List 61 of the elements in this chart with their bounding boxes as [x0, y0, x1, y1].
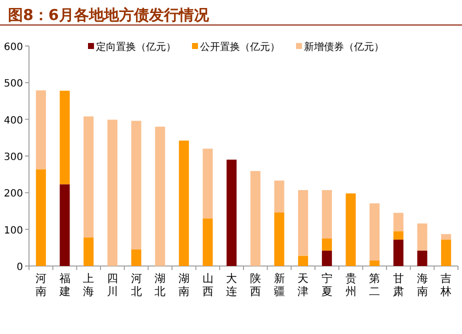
- x-tick-label: 宁夏: [321, 272, 332, 298]
- y-tick-label: 0: [16, 262, 23, 273]
- bar: [155, 126, 166, 266]
- bar: [274, 212, 284, 266]
- bar: [202, 148, 213, 218]
- x-tick-label: 四川: [106, 272, 118, 298]
- bar: [322, 190, 332, 238]
- y-tick-label: 400: [4, 115, 23, 126]
- x-tick-label: 天津: [298, 272, 309, 298]
- legend-label: 新增债券（亿元）: [304, 41, 384, 53]
- bar: [60, 184, 70, 266]
- bar: [226, 160, 237, 266]
- bar: [84, 116, 94, 238]
- bar: [393, 212, 404, 232]
- x-tick-label: 大连: [226, 272, 238, 298]
- bar: [417, 223, 428, 251]
- legend-label: 公开置换（亿元）: [200, 41, 280, 53]
- x-tick-label: 河南: [35, 272, 46, 298]
- x-tick-label: 第二: [369, 272, 380, 298]
- bar: [36, 169, 46, 266]
- bar: [298, 256, 308, 266]
- x-tick-label: 湖北: [154, 272, 166, 298]
- x-tick-label: 福建: [58, 272, 70, 298]
- bar: [84, 237, 94, 266]
- bar: [107, 120, 118, 266]
- legend-label: 定向置换（亿元）: [96, 41, 176, 53]
- y-tick-label: 100: [4, 225, 23, 236]
- bar: [202, 218, 213, 266]
- bar: [370, 260, 380, 266]
- bar: [274, 180, 284, 212]
- x-tick-label: 山西: [202, 272, 214, 298]
- bar: [417, 250, 428, 266]
- x-tick-label: 新疆: [274, 272, 285, 298]
- bar: [441, 234, 452, 240]
- bar: [60, 90, 70, 184]
- bar: [393, 240, 404, 266]
- x-tick-label: 海南: [416, 272, 428, 298]
- bar: [250, 171, 260, 266]
- y-tick-label: 200: [4, 188, 23, 200]
- bar: [441, 240, 452, 266]
- x-tick-label: 上海: [83, 272, 94, 298]
- x-tick-label: 湖南: [178, 272, 190, 298]
- x-tick-label: 吉林: [440, 272, 452, 298]
- chart-title: 图8：6月各地地方债发行情况: [8, 6, 210, 24]
- bar: [298, 190, 308, 256]
- bar: [322, 250, 332, 266]
- bar: [36, 90, 46, 170]
- bar: [393, 231, 404, 240]
- bar: [178, 140, 189, 266]
- x-tick-label: 甘肃: [392, 272, 404, 298]
- y-tick-label: 500: [4, 78, 23, 90]
- y-tick-label: 300: [4, 152, 23, 163]
- x-tick-label: 陕西: [250, 272, 261, 298]
- bar: [370, 203, 380, 260]
- x-tick-label: 贵州: [345, 272, 356, 298]
- bar: [131, 120, 142, 250]
- bar: [131, 250, 142, 266]
- y-tick-label: 600: [4, 42, 23, 53]
- bar: [346, 193, 356, 266]
- x-tick-label: 河北: [130, 272, 142, 298]
- bar: [322, 238, 332, 251]
